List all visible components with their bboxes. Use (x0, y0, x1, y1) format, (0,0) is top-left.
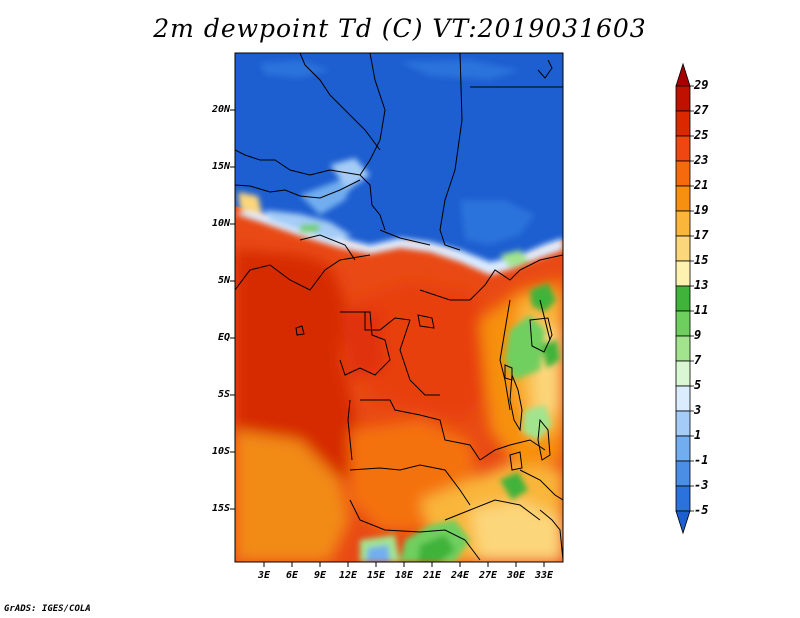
x-tick-label: 18E (394, 570, 414, 581)
x-tick-label: 30E (506, 570, 526, 581)
colorbar-segment (675, 285, 691, 312)
colorbar-segment (675, 235, 691, 262)
colorbar-label: 23 (694, 153, 709, 167)
colorbar-segment (675, 135, 691, 162)
y-tick-label: 15N (211, 161, 230, 172)
colorbar-segment (675, 410, 691, 437)
colorbar-min-arrow (675, 510, 691, 535)
x-tick-label: 3E (257, 570, 271, 581)
colorbar-label: 15 (694, 253, 709, 267)
colorbar-label: 1 (694, 428, 702, 442)
x-tick-label: 27E (478, 570, 498, 581)
colorbar-segment (675, 310, 691, 337)
colorbar (675, 62, 694, 535)
colorbar-segment (675, 335, 691, 362)
colorbar-label: -5 (694, 503, 709, 517)
x-tick-label: 12E (338, 570, 358, 581)
colorbar-label: 19 (694, 203, 709, 217)
x-tick-label: 9E (313, 570, 327, 581)
plot-frame (234, 52, 564, 563)
colorbar-segment (675, 360, 691, 387)
colorbar-label: 3 (694, 403, 702, 417)
y-tick-label: 10S (211, 446, 230, 457)
colorbar-label: 27 (694, 103, 709, 117)
y-tick-label: 15S (211, 503, 230, 514)
y-tick-label: 20N (211, 104, 230, 115)
y-tick-label: 5N (217, 275, 230, 286)
colorbar-segment (675, 110, 691, 137)
plot-title: 2m dewpoint Td (C) VT:2019031603 (153, 14, 647, 43)
colorbar-label: 11 (694, 303, 709, 317)
y-tick-label: EQ (217, 332, 230, 343)
x-tick-label: 21E (422, 570, 442, 581)
colorbar-segment (675, 160, 691, 187)
colorbar-segment (675, 210, 691, 237)
axis-ticks (230, 109, 545, 567)
x-tick-label: 15E (366, 570, 386, 581)
colorbar-segment (675, 185, 691, 212)
colorbar-label: -1 (694, 453, 709, 467)
colorbar-label: -3 (694, 478, 709, 492)
colorbar-label: 25 (694, 128, 709, 142)
colorbar-segment (675, 385, 691, 412)
colorbar-segment (675, 460, 691, 487)
colorbar-label: 29 (694, 78, 709, 92)
colorbar-max-arrow (675, 62, 691, 87)
country-borders (235, 53, 563, 561)
colorbar-segment (675, 260, 691, 287)
colorbar-label: 9 (694, 328, 702, 342)
x-tick-label: 6E (285, 570, 299, 581)
colorbar-segment (675, 85, 691, 112)
software-credit: GrADS: IGES/COLA (4, 604, 91, 614)
dewpoint-field (235, 53, 563, 562)
colorbar-segment (675, 435, 691, 462)
colorbar-segment (675, 485, 691, 512)
x-tick-label: 33E (534, 570, 554, 581)
x-tick-label: 24E (450, 570, 470, 581)
colorbar-label: 5 (694, 378, 702, 392)
y-tick-label: 10N (211, 218, 230, 229)
colorbar-label: 13 (694, 278, 709, 292)
y-tick-label: 5S (217, 389, 230, 400)
colorbar-label: 7 (694, 353, 702, 367)
colorbar-label: 17 (694, 228, 709, 242)
colorbar-label: 21 (694, 178, 709, 192)
